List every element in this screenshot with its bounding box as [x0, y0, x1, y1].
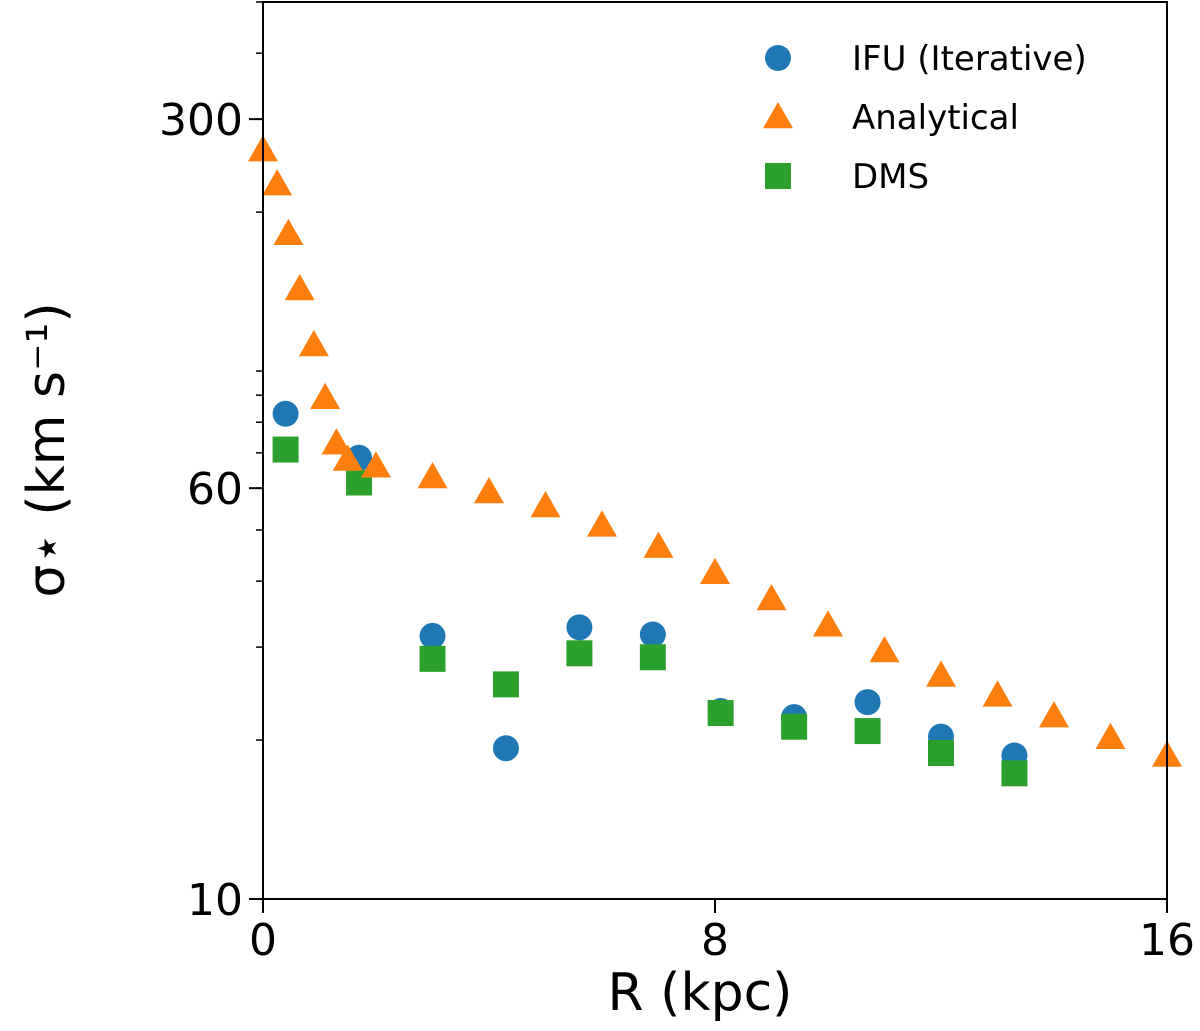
y-tick-label: 60 [187, 464, 243, 515]
data-point-triangle [361, 451, 391, 478]
x-tick-label: 0 [249, 915, 277, 966]
data-point-square [419, 645, 446, 672]
data-point-triangle [1095, 722, 1126, 750]
y-axis: 10 60 300 [159, 1, 263, 926]
x-tick-label: 16 [1139, 915, 1195, 966]
data-point-triangle [869, 635, 900, 663]
data-point-triangle [643, 531, 674, 558]
data-point-triangle [587, 510, 617, 537]
legend-marker-triangle [763, 102, 793, 129]
data-point-square [1001, 760, 1028, 787]
data-point-triangle [982, 680, 1013, 707]
data-point-triangle [321, 428, 352, 455]
series-square [272, 436, 1028, 787]
legend-label: IFU (Iterative) [852, 39, 1087, 79]
data-point-circle [492, 735, 519, 762]
data-point-square [781, 713, 808, 740]
data-point-triangle [700, 557, 730, 584]
data-point-triangle [417, 461, 448, 489]
legend-marker-square [765, 163, 791, 189]
plot-area [248, 135, 1182, 787]
plot-frame [262, 1, 1168, 900]
x-axis: 0 8 16 [249, 899, 1195, 966]
x-tick-label: 8 [701, 915, 729, 966]
data-point-circle [639, 621, 666, 648]
data-point-square [707, 700, 734, 727]
data-point-triangle [273, 218, 304, 245]
data-point-circle [566, 614, 593, 641]
data-point-triangle [262, 169, 293, 196]
x-axis-label: R (kpc) [608, 963, 793, 1023]
data-point-square [928, 740, 954, 767]
data-point-square [566, 640, 593, 667]
y-tick-label: 300 [159, 95, 243, 146]
data-point-triangle [756, 584, 787, 611]
data-point-triangle [926, 660, 956, 687]
y-tick-label: 10 [187, 875, 243, 926]
data-point-triangle [530, 491, 561, 518]
legend-label: Analytical [852, 98, 1019, 138]
y-axis-label: σ⋆ (km s⁻¹) [17, 302, 77, 597]
data-point-triangle [310, 382, 341, 410]
legend-marker-circle [765, 45, 791, 71]
data-point-circle [272, 400, 299, 427]
data-point-triangle [284, 274, 315, 301]
data-point-triangle [332, 444, 363, 471]
data-point-triangle [1039, 701, 1069, 728]
data-point-square [854, 718, 881, 745]
data-point-circle [854, 689, 881, 716]
series-circle [272, 400, 1028, 769]
data-point-triangle [298, 330, 329, 357]
data-point-square [492, 671, 519, 698]
legend-label: DMS [852, 157, 929, 197]
data-point-triangle [813, 610, 843, 637]
data-point-square [272, 436, 299, 463]
data-point-circle [419, 622, 446, 649]
series-triangle [248, 135, 1182, 767]
data-point-square [639, 644, 666, 671]
data-point-triangle [474, 477, 504, 504]
legend: IFU (Iterative) Analytical DMS [763, 39, 1087, 197]
